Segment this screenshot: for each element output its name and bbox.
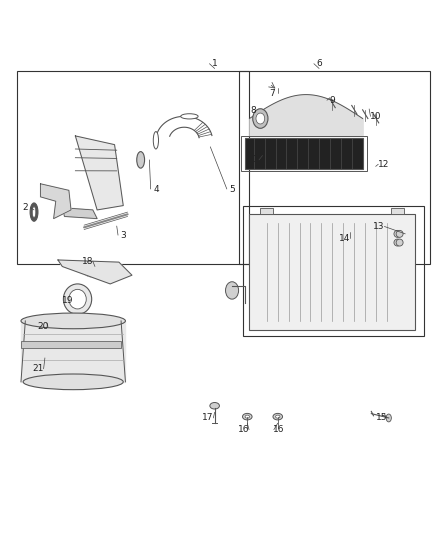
Ellipse shape bbox=[253, 109, 268, 128]
Bar bbox=[243, 206, 424, 336]
Bar bbox=[260, 208, 273, 214]
Ellipse shape bbox=[226, 282, 239, 299]
Ellipse shape bbox=[88, 268, 102, 274]
Circle shape bbox=[396, 230, 403, 237]
Bar bbox=[241, 136, 367, 171]
Ellipse shape bbox=[83, 264, 107, 277]
Text: 19: 19 bbox=[62, 296, 73, 305]
Text: 3: 3 bbox=[120, 231, 126, 240]
Ellipse shape bbox=[137, 151, 145, 168]
Bar bbox=[17, 71, 250, 264]
Ellipse shape bbox=[245, 415, 250, 418]
Ellipse shape bbox=[210, 402, 219, 409]
Text: 8: 8 bbox=[250, 106, 256, 115]
Bar bbox=[391, 208, 404, 214]
Ellipse shape bbox=[276, 415, 280, 418]
Text: 14: 14 bbox=[339, 233, 350, 243]
Text: 5: 5 bbox=[229, 184, 235, 193]
Bar bbox=[239, 71, 430, 264]
FancyBboxPatch shape bbox=[245, 138, 363, 168]
Polygon shape bbox=[58, 260, 132, 284]
Ellipse shape bbox=[30, 203, 38, 221]
Text: 7: 7 bbox=[270, 89, 276, 98]
Ellipse shape bbox=[153, 132, 159, 149]
Text: 11: 11 bbox=[248, 156, 260, 164]
Text: 15: 15 bbox=[376, 414, 387, 423]
Ellipse shape bbox=[386, 414, 391, 422]
Ellipse shape bbox=[23, 374, 123, 390]
Text: 21: 21 bbox=[33, 364, 44, 373]
Ellipse shape bbox=[32, 207, 36, 217]
Ellipse shape bbox=[21, 313, 125, 329]
Ellipse shape bbox=[69, 289, 86, 309]
Bar bbox=[250, 214, 415, 329]
Text: 13: 13 bbox=[374, 222, 385, 231]
Ellipse shape bbox=[64, 284, 92, 314]
Polygon shape bbox=[41, 184, 71, 219]
Circle shape bbox=[394, 239, 401, 246]
Ellipse shape bbox=[256, 113, 265, 124]
Text: 16: 16 bbox=[238, 425, 250, 434]
Ellipse shape bbox=[273, 414, 283, 420]
Text: 6: 6 bbox=[316, 59, 322, 68]
Text: 16: 16 bbox=[273, 425, 285, 434]
Text: 17: 17 bbox=[202, 414, 214, 423]
Text: 18: 18 bbox=[82, 257, 93, 266]
Text: 9: 9 bbox=[329, 96, 335, 105]
Text: 20: 20 bbox=[37, 322, 49, 331]
Circle shape bbox=[394, 230, 401, 237]
Text: 12: 12 bbox=[378, 160, 389, 169]
Polygon shape bbox=[75, 136, 123, 210]
Ellipse shape bbox=[181, 114, 198, 119]
Polygon shape bbox=[62, 208, 97, 219]
Text: 2: 2 bbox=[22, 203, 28, 212]
Text: 4: 4 bbox=[153, 184, 159, 193]
Bar bbox=[21, 341, 121, 349]
Text: 10: 10 bbox=[370, 112, 381, 121]
Text: 1: 1 bbox=[212, 59, 218, 68]
Circle shape bbox=[396, 239, 403, 246]
Ellipse shape bbox=[243, 414, 252, 420]
